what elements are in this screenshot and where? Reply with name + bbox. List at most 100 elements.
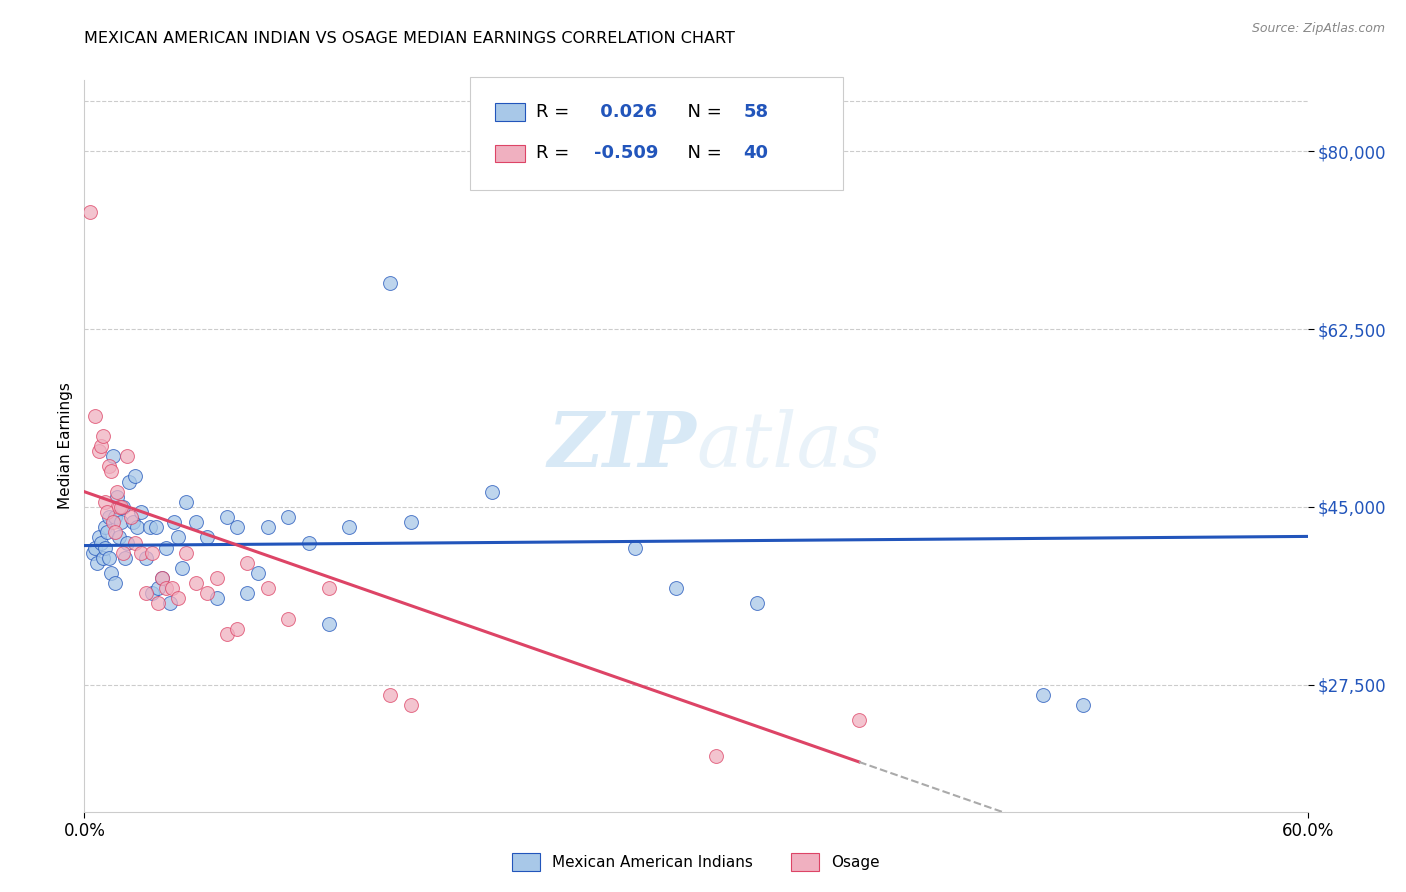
Point: [90, 439, 112, 453]
Point: [112, 546, 135, 560]
FancyBboxPatch shape: [495, 145, 524, 162]
Point: [91, 429, 114, 443]
Point: [115, 449, 138, 463]
Point: [104, 525, 127, 540]
Point: [236, 556, 259, 570]
Text: ZIP: ZIP: [547, 409, 696, 483]
Point: [87, 530, 110, 544]
Point: [399, 515, 422, 529]
Point: [664, 581, 686, 595]
Point: [127, 520, 149, 534]
Point: [124, 535, 146, 549]
Point: [186, 576, 208, 591]
Point: [174, 495, 197, 509]
Point: [141, 546, 163, 560]
Text: Source: ZipAtlas.com: Source: ZipAtlas.com: [1251, 22, 1385, 36]
Point: [93, 520, 115, 534]
Text: MEXICAN AMERICAN INDIAN VS OSAGE MEDIAN EARNINGS CORRELATION CHART: MEXICAN AMERICAN INDIAN VS OSAGE MEDIAN …: [84, 31, 735, 46]
Point: [205, 591, 228, 606]
Point: [101, 515, 124, 529]
Point: [83, 409, 105, 423]
Point: [217, 510, 239, 524]
Text: 0.026: 0.026: [595, 103, 658, 120]
Point: [163, 515, 186, 529]
Point: [236, 586, 259, 600]
Point: [205, 571, 228, 585]
Y-axis label: Median Earnings: Median Earnings: [58, 383, 73, 509]
Point: [226, 520, 249, 534]
Point: [174, 546, 197, 560]
Point: [318, 616, 340, 631]
Point: [110, 515, 132, 529]
Point: [195, 586, 218, 600]
Point: [172, 561, 194, 575]
Point: [1032, 688, 1054, 702]
Point: [90, 535, 112, 549]
Point: [114, 550, 136, 565]
Point: [87, 444, 110, 458]
Point: [298, 535, 321, 549]
Text: N =: N =: [676, 103, 728, 120]
Text: -0.509: -0.509: [595, 145, 659, 162]
Point: [104, 510, 127, 524]
FancyBboxPatch shape: [495, 103, 524, 120]
Point: [100, 464, 122, 478]
Point: [131, 505, 153, 519]
Point: [146, 581, 169, 595]
Point: [186, 515, 208, 529]
Point: [97, 459, 120, 474]
Point: [138, 520, 160, 534]
Point: [380, 277, 402, 291]
Point: [257, 520, 280, 534]
Point: [1071, 698, 1094, 712]
Point: [167, 530, 190, 544]
Point: [105, 490, 128, 504]
Text: atlas: atlas: [696, 409, 882, 483]
Point: [110, 500, 132, 514]
Text: 40: 40: [744, 145, 769, 162]
Point: [160, 581, 183, 595]
Point: [124, 469, 146, 483]
Point: [83, 541, 105, 555]
Point: [91, 550, 114, 565]
Point: [79, 205, 101, 219]
Point: [195, 530, 218, 544]
Point: [747, 597, 769, 611]
Point: [93, 541, 115, 555]
Point: [108, 530, 131, 544]
Point: [135, 586, 157, 600]
Point: [118, 475, 141, 489]
Point: [481, 484, 503, 499]
Point: [100, 566, 122, 580]
Point: [97, 510, 120, 524]
Point: [848, 714, 870, 728]
Point: [624, 541, 647, 555]
Point: [82, 546, 104, 560]
Point: [257, 581, 280, 595]
Point: [145, 520, 167, 534]
Text: R =: R =: [536, 103, 575, 120]
Point: [277, 510, 299, 524]
Point: [318, 581, 340, 595]
Point: [155, 541, 177, 555]
Point: [217, 627, 239, 641]
Point: [155, 581, 177, 595]
Point: [112, 500, 135, 514]
Point: [246, 566, 269, 580]
Point: [93, 495, 115, 509]
Point: [141, 586, 163, 600]
Legend: Mexican American Indians, Osage: Mexican American Indians, Osage: [506, 847, 886, 877]
Point: [277, 612, 299, 626]
Point: [226, 622, 249, 636]
Point: [96, 505, 118, 519]
Point: [150, 571, 173, 585]
FancyBboxPatch shape: [470, 77, 842, 190]
Point: [380, 688, 402, 702]
Text: R =: R =: [536, 145, 575, 162]
Point: [105, 484, 128, 499]
Point: [146, 597, 169, 611]
Point: [86, 556, 108, 570]
Point: [104, 576, 127, 591]
Point: [339, 520, 360, 534]
Point: [115, 535, 138, 549]
